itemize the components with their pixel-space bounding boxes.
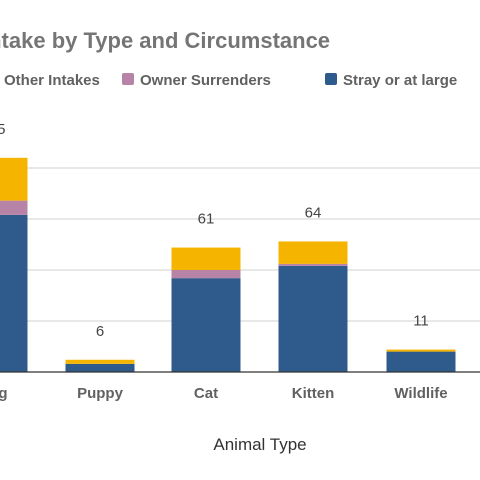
x-tick-label: Kitten: [292, 385, 335, 402]
total-label: 64: [305, 204, 322, 221]
legend-swatch: [325, 73, 337, 85]
legend-label: Other Intakes: [4, 72, 100, 89]
bar-cat-series-2: [171, 247, 241, 270]
bar-puppy-series-0: [65, 363, 135, 372]
legend: Other Intakes Owner Surrenders Stray or at…: [4, 72, 457, 89]
legend-label: Owner Surrenders: [140, 72, 271, 89]
total-label: 105: [0, 121, 6, 138]
x-axis-title: Animal Type: [213, 435, 306, 454]
x-tick-label: Wildlife: [394, 385, 447, 402]
bar-kitten-series-1: [278, 263, 348, 266]
bar-kitten-series-0: [278, 265, 348, 372]
bar-wildlife-series-0: [386, 351, 456, 372]
legend-swatch: [122, 73, 134, 85]
total-labels: 105 6 61 64 11: [0, 121, 429, 340]
legend-label: Stray or at large: [343, 72, 457, 89]
bar-puppy-series-2: [65, 359, 135, 364]
x-tick-label: Dog: [0, 385, 8, 402]
bar-kitten-series-2: [278, 241, 348, 264]
bars: [0, 157, 456, 372]
x-tick-label: Puppy: [77, 385, 123, 402]
bar-dog-series-1: [0, 200, 28, 215]
total-label: 61: [198, 211, 215, 228]
x-tick-label: Cat: [194, 385, 218, 402]
bar-cat-series-1: [171, 270, 241, 279]
total-label: 6: [96, 323, 104, 340]
bar-cat-series-0: [171, 278, 241, 372]
chart-title: Intake by Type and Circumstance: [0, 28, 330, 53]
bar-dog-series-2: [0, 157, 28, 201]
bar-wildlife-series-2: [386, 349, 456, 352]
total-label: 11: [413, 313, 429, 330]
x-tick-labels: Dog Puppy Cat Kitten Wildlife: [0, 385, 448, 402]
bar-dog-series-0: [0, 214, 28, 372]
